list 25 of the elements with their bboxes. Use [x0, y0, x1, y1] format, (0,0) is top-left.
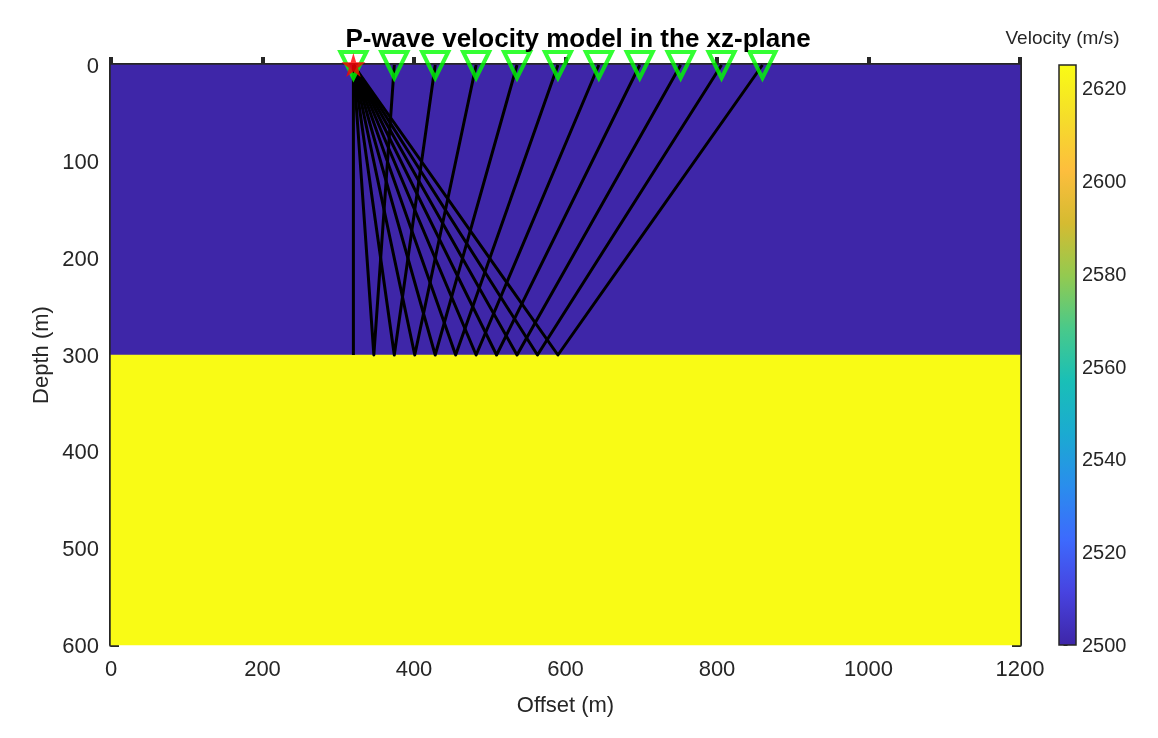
x-tick-label: 400 — [395, 655, 433, 681]
color-bar-label: 2600 — [1082, 170, 1127, 192]
y-tick-label: 500 — [62, 535, 99, 561]
chart-title: P-wave velocity model in the xz-plane — [345, 23, 811, 53]
x-tick-label: 600 — [547, 655, 584, 681]
color-bar-label: 2540 — [1082, 448, 1127, 471]
x-tick-label: 1200 — [995, 655, 1045, 681]
x-tick-label: 0 — [104, 655, 118, 681]
y-tick-label: 100 — [62, 149, 99, 175]
y-tick-label: 200 — [62, 245, 99, 271]
x-tick-label: 200 — [244, 655, 281, 681]
color-bar-label: 2520 — [1082, 541, 1127, 564]
y-tick-label: 0 — [86, 52, 99, 78]
color-bar-title: Velocity (m/s) — [1005, 27, 1120, 48]
y-tick-label: 600 — [62, 632, 99, 658]
color-bar-label: 2620 — [1082, 77, 1127, 100]
x-axis-title: Offset (m) — [516, 691, 615, 717]
y-axis-title: Depth (m) — [27, 306, 53, 404]
y-tick-label: 400 — [62, 439, 99, 465]
color-bar-label: 2580 — [1082, 262, 1127, 285]
y-tick-label: 300 — [62, 342, 99, 368]
color-bar-label: 2560 — [1082, 355, 1127, 378]
x-tick-label: 1000 — [844, 655, 893, 681]
color-bar-label: 2500 — [1082, 634, 1127, 656]
x-tick-label: 800 — [698, 655, 736, 681]
